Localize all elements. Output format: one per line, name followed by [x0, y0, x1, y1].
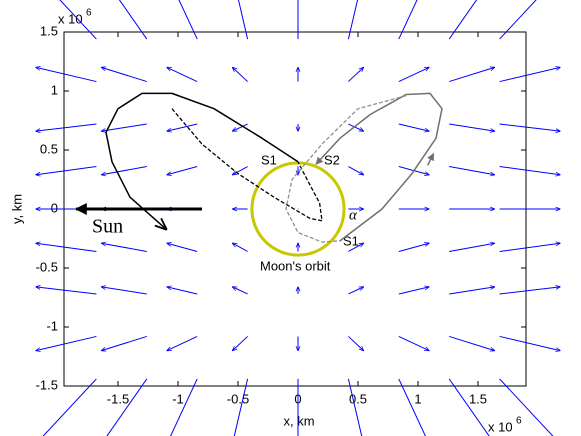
field-arrow	[101, 166, 147, 175]
field-arrow	[178, 0, 198, 40]
field-arrow	[36, 123, 97, 131]
x-axis-label: x, km	[283, 413, 314, 428]
field-arrow	[59, 0, 97, 40]
field-arrow	[398, 243, 429, 252]
field-arrow	[347, 378, 363, 436]
field-arrow	[449, 166, 494, 175]
annotation: S1	[343, 233, 359, 248]
field-arrow	[499, 67, 560, 83]
field-arrow	[101, 243, 147, 252]
trajectory	[171, 108, 323, 222]
field-arrow	[36, 166, 97, 175]
field-arrow	[232, 123, 248, 131]
field-arrow	[101, 123, 147, 131]
field-arrow	[237, 0, 249, 40]
field-arrow	[449, 243, 494, 252]
field-arrow	[170, 378, 198, 436]
trajectory	[315, 92, 443, 242]
field-arrow	[398, 67, 429, 83]
trajectory	[105, 92, 299, 229]
field-arrow	[499, 243, 560, 252]
field-arrow	[232, 166, 248, 175]
field-arrow	[348, 336, 363, 350]
field-arrow	[449, 67, 494, 83]
field-arrow	[36, 287, 97, 295]
field-arrow	[232, 336, 248, 350]
field-arrow	[348, 243, 363, 252]
y-axis-label: y, km	[9, 194, 24, 224]
field-arrow	[449, 335, 494, 350]
field-arrow	[499, 0, 537, 40]
field-arrow	[232, 287, 248, 295]
field-arrow	[398, 335, 429, 350]
x-tick-label: -0.5	[227, 391, 249, 406]
direction-arrow	[426, 152, 435, 166]
field-arrow	[398, 0, 418, 40]
field-arrow	[106, 378, 148, 436]
field-arrow	[167, 243, 198, 252]
y-tick-label: 1.5	[40, 23, 58, 38]
field-arrow	[118, 0, 148, 40]
x-multiplier-exponent: 6	[516, 416, 522, 427]
y-multiplier-exponent: 6	[86, 8, 92, 19]
field-arrow	[499, 166, 560, 175]
field-arrow	[398, 378, 426, 436]
field-arrow	[232, 243, 248, 252]
field-arrow	[448, 378, 490, 436]
field-arrow	[348, 123, 363, 131]
field-arrow	[347, 0, 359, 40]
y-tick-label: -0.5	[36, 259, 58, 274]
field-arrow	[232, 67, 248, 82]
field-arrow	[398, 287, 429, 295]
annotation: Moon's orbit	[260, 258, 331, 273]
field-arrow	[167, 166, 198, 175]
field-arrow	[499, 335, 560, 350]
field-arrow	[448, 0, 478, 40]
annotation: S2	[324, 152, 340, 167]
field-arrow	[449, 287, 494, 295]
x-tick-label: -1.5	[107, 391, 129, 406]
field-arrow	[167, 335, 198, 350]
field-arrow	[167, 287, 198, 295]
annotation: S1	[261, 152, 277, 167]
x-tick-label: 1	[414, 391, 421, 406]
trajectory	[285, 95, 407, 243]
field-arrow	[101, 67, 147, 83]
y-tick-label: 0.5	[40, 141, 58, 156]
field-arrow	[101, 335, 147, 350]
field-arrow	[499, 123, 560, 131]
field-arrow	[348, 67, 363, 82]
y-tick-label: -1.5	[36, 377, 58, 392]
sun-label: Sun	[92, 216, 123, 238]
field-arrow	[348, 166, 363, 175]
field-arrow	[499, 378, 554, 436]
x-tick-label: 1.5	[469, 391, 487, 406]
field-arrow	[167, 67, 198, 83]
x-tick-label: -1	[172, 391, 184, 406]
y-tick-label: 1	[51, 82, 58, 97]
field-arrow	[36, 335, 97, 350]
field-arrow	[449, 123, 494, 131]
y-multiplier: x 10	[58, 11, 83, 26]
field-arrow	[233, 378, 249, 436]
annotation: α	[349, 207, 358, 223]
field-arrow	[36, 67, 97, 83]
field-arrow	[398, 123, 429, 131]
field-arrow	[36, 243, 97, 252]
x-multiplier: x 10	[488, 419, 513, 434]
field-arrow	[42, 378, 97, 436]
field-arrow	[499, 287, 560, 295]
field-arrow	[101, 287, 147, 295]
y-tick-label: -1	[46, 318, 58, 333]
field-arrow	[348, 287, 363, 295]
field-arrow	[167, 123, 198, 131]
y-tick-label: 0	[51, 200, 58, 215]
